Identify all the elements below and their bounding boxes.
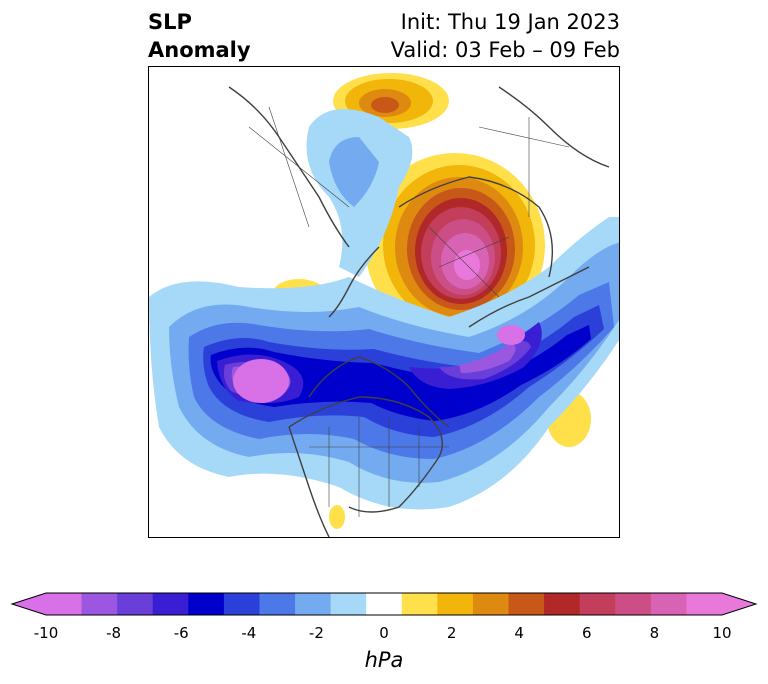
positive-anomaly-small <box>329 505 345 529</box>
negative-anomaly-pacific-band <box>149 217 619 510</box>
colorbar-tick-label: -4 <box>241 624 257 642</box>
colorbar-extend-max <box>722 593 756 615</box>
colorbar <box>10 592 758 616</box>
init-date-label: Init: Thu 19 Jan 2023 <box>400 10 620 34</box>
colorbar-tick-label: -2 <box>308 624 324 642</box>
colorbar-extend-min <box>12 593 46 615</box>
valid-period-label: Valid: 03 Feb – 09 Feb <box>390 38 620 62</box>
map-title: SLP Anomaly <box>148 8 251 64</box>
title-line-1: SLP <box>148 10 192 34</box>
colorbar-swatch <box>579 593 616 615</box>
colorbar-swatch <box>615 593 652 615</box>
negative-anomaly-east-asia <box>306 109 413 277</box>
colorbar-swatch <box>117 593 154 615</box>
colorbar-swatch <box>650 593 687 615</box>
anomaly-map <box>148 66 620 538</box>
colorbar-tick-label: -6 <box>173 624 189 642</box>
colorbar-swatch <box>259 593 296 615</box>
colorbar-tick-label: -8 <box>106 624 122 642</box>
colorbar-swatch <box>686 593 723 615</box>
colorbar-swatch <box>401 593 438 615</box>
colorbar-swatch <box>472 593 510 615</box>
colorbar-tick-label: 2 <box>446 624 457 642</box>
colorbar-tick-label: 6 <box>582 624 592 642</box>
colorbar-swatch <box>188 593 225 615</box>
colorbar-swatch <box>152 593 189 615</box>
colorbar-swatch <box>295 593 332 615</box>
colorbar-swatch <box>544 593 581 615</box>
colorbar-swatch <box>81 593 118 615</box>
colorbar-outline <box>10 592 758 616</box>
colorbar-swatch <box>366 593 403 615</box>
colorbar-swatch <box>330 593 367 615</box>
colorbar-tick-label: 8 <box>649 624 660 642</box>
colorbar-tick-label: 0 <box>379 624 389 642</box>
colorbar-tick-label: 4 <box>514 624 524 642</box>
colorbar-swatch <box>46 593 83 615</box>
colorbar-units-label: hPa <box>364 648 404 672</box>
colorbar-swatch <box>223 593 260 615</box>
colorbar-swatch <box>508 593 545 615</box>
colorbar-tick-label: -10 <box>33 624 59 642</box>
colorbar-swatch <box>437 593 474 615</box>
coastlines <box>228 86 610 537</box>
colorbar-tick-label: 10 <box>712 624 732 642</box>
title-line-2: Anomaly <box>148 38 251 62</box>
forecast-dates: Init: Thu 19 Jan 2023 Valid: 03 Feb – 09… <box>391 8 620 64</box>
political-borders <box>248 106 570 517</box>
